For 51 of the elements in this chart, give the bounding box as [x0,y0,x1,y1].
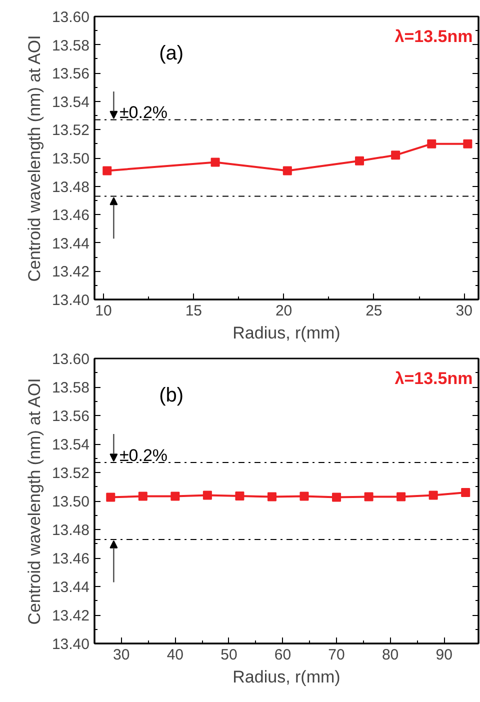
x-tick-label: 70 [328,646,345,664]
annotation: λ=13.5nm [394,368,473,388]
point [463,139,472,148]
annotation: (b) [159,384,184,407]
point [210,158,220,167]
x-tick-label: 50 [220,646,238,664]
x-tick-label: 30 [456,302,472,320]
x-tick-label: 15 [185,302,202,320]
y-tick-label: 13.52 [52,465,90,482]
annotation: ±0.2% [119,446,168,465]
annotation: (a) [159,42,184,64]
annotation: ±0.2% [119,103,168,122]
point [355,156,364,166]
y-tick-label: 13.56 [52,408,90,425]
y-tick-label: 13.42 [52,608,90,624]
y-axis-title: Centroid wavelength (nm) at AOI [24,35,44,282]
y-tick-label: 13.56 [52,66,90,83]
y-tick-label: 13.52 [52,122,90,140]
y-tick-label: 13.40 [52,292,90,309]
x-tick-label: 80 [382,646,399,664]
x-tick-label: 30 [113,646,130,664]
y-axis-title: Centroid wavelength (nm) at AOI [24,378,44,625]
y-tick-label: 13.58 [52,37,90,54]
x-tick-label: 40 [166,646,184,664]
x-axis-title: Radius, r(mm) [232,668,340,686]
x-tick-label: 10 [95,302,112,320]
y-tick-label: 13.46 [52,550,90,568]
y-tick-label: 13.50 [52,150,90,168]
point [282,166,292,176]
y-tick-label: 13.54 [52,436,90,454]
y-tick-label: 13.54 [52,94,90,111]
annotation: λ=13.5nm [394,26,473,46]
y-tick-label: 13.44 [52,235,90,252]
y-tick-label: 13.48 [52,178,90,196]
point [102,166,112,176]
y-tick-label: 13.50 [52,494,90,510]
y-tick-label: 13.44 [52,579,90,596]
point [427,139,436,148]
x-tick-label: 60 [274,646,292,664]
y-tick-label: 13.40 [52,636,90,653]
point [391,150,400,160]
y-tick-label: 13.48 [52,522,90,539]
y-tick-label: 13.46 [52,207,90,224]
y-tick-label: 13.42 [52,264,90,281]
y-tick-label: 13.60 [52,9,90,26]
y-tick-label: 13.60 [52,351,90,368]
x-axis-title: Radius, r(mm) [232,324,340,342]
y-tick-label: 13.58 [52,380,90,396]
x-tick-label: 25 [366,302,382,320]
x-tick-label: 20 [275,302,292,320]
x-tick-label: 90 [436,646,452,664]
